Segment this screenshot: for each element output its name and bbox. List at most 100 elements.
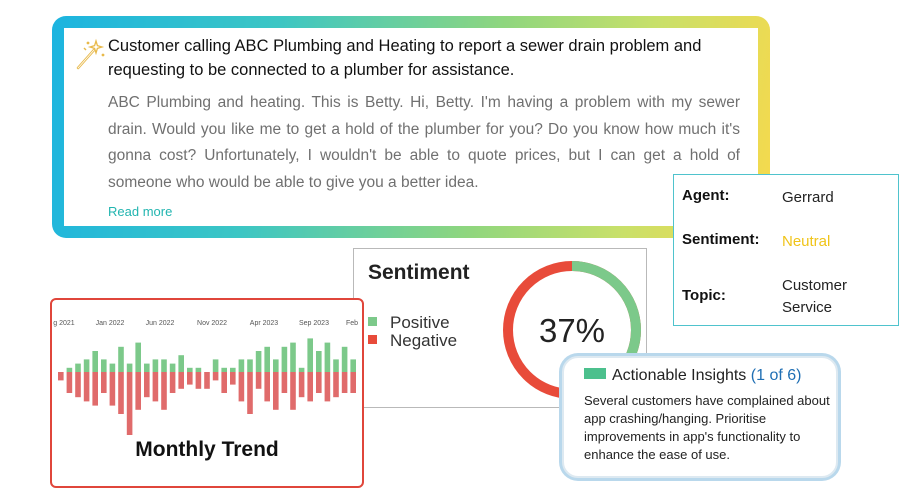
trend-tick-label: Jun 2022: [146, 320, 175, 327]
trend-positive-bar: [221, 367, 227, 372]
trend-negative-bar: [83, 372, 90, 402]
trend-positive-bar: [118, 346, 124, 372]
positive-swatch: [368, 317, 377, 326]
trend-negative-bar: [273, 372, 279, 410]
insights-accent-swatch: [584, 368, 606, 379]
topic-label: Topic:: [682, 287, 726, 304]
sentiment-percent: 37%: [539, 312, 605, 349]
read-more-link[interactable]: Read more: [108, 204, 173, 219]
trend-tick-label: Sep 2023: [299, 320, 329, 327]
trend-positive-bar: [307, 338, 313, 372]
trend-negative-bar: [178, 372, 184, 389]
trend-negative-bar: [101, 372, 107, 393]
trend-negative-bar: [135, 372, 141, 410]
monthly-trend-card: g 2021 Jan 2022 Jun 2022 Nov 2022 Apr 2023 Se…: [50, 298, 364, 488]
trend-positive-bar: [333, 359, 339, 372]
trend-positive-bar: [75, 363, 81, 372]
trend-positive-bar: [255, 351, 262, 372]
trend-tick-label: Jan 2022: [96, 320, 125, 327]
trend-negative-bar: [298, 372, 305, 398]
trend-negative-bar: [221, 372, 227, 393]
trend-negative-bar: [238, 372, 245, 402]
call-transcript-text: ABC Plumbing and heating. This is Betty.…: [108, 94, 740, 191]
trend-positive-bar: [66, 367, 73, 372]
trend-positive-bar: [101, 359, 107, 372]
trend-negative-bar: [126, 372, 133, 435]
trend-negative-bar: [152, 372, 159, 402]
trend-positive-bar: [273, 359, 279, 372]
trend-positive-bar: [264, 346, 270, 372]
trend-negative-bar: [324, 372, 331, 402]
trend-positive-bar: [126, 363, 133, 372]
trend-negative-bar: [230, 372, 236, 385]
trend-negative-bar: [204, 372, 210, 389]
insights-count[interactable]: (1 of 6): [750, 367, 802, 384]
trend-negative-bar: [290, 372, 296, 410]
insights-header: Actionable Insights (1 of 6): [584, 367, 801, 385]
trend-positive-bar: [187, 367, 193, 372]
trend-positive-bar: [247, 359, 253, 372]
trend-tick-label: Nov 2022: [197, 320, 227, 327]
insights-heading: Actionable Insights: [612, 367, 747, 384]
monthly-trend-title: Monthly Trend: [135, 438, 279, 461]
agent-label: Agent:: [682, 187, 730, 204]
trend-tick-label: g 2021: [53, 320, 75, 327]
trend-positive-bar: [169, 363, 176, 372]
topic-value: Customer Service: [782, 277, 848, 316]
trend-positive-bar: [83, 359, 90, 372]
trend-positive-bar: [298, 367, 305, 372]
trend-positive-bar: [281, 346, 288, 372]
sentiment-title: Sentiment: [368, 261, 470, 284]
trend-negative-bar: [307, 372, 313, 402]
legend-negative-label: Negative: [390, 331, 458, 350]
trend-negative-bar: [281, 372, 288, 393]
legend-negative: Negative: [368, 331, 457, 351]
trend-negative-bar: [255, 372, 262, 389]
trend-positive-bar: [238, 359, 245, 372]
trend-negative-bar: [195, 372, 202, 389]
trend-positive-bar: [212, 359, 219, 372]
trend-negative-bar: [92, 372, 98, 406]
call-summary-title: Customer calling ABC Plumbing and Heatin…: [108, 37, 702, 79]
trend-positive-bar: [324, 342, 331, 372]
trend-positive-bar: [350, 359, 356, 372]
trend-positive-bar: [290, 342, 296, 372]
trend-negative-bar: [264, 372, 270, 402]
trend-negative-bar: [144, 372, 150, 398]
trend-positive-bar: [178, 355, 184, 372]
insights-text: Several customers have complained about …: [584, 393, 830, 462]
trend-positive-bar: [135, 342, 141, 372]
legend-positive: Positive: [368, 313, 450, 333]
trend-negative-bar: [66, 372, 73, 393]
trend-negative-bar: [118, 372, 124, 414]
trend-positive-bar: [152, 359, 159, 372]
trend-tick-label: Apr 2023: [250, 320, 279, 327]
trend-negative-bar: [75, 372, 81, 398]
trend-negative-bar: [161, 372, 167, 410]
magic-wand-icon: [76, 38, 105, 70]
agent-details-panel: Agent: Gerrard Sentiment: Neutral Topic:…: [673, 174, 899, 326]
trend-negative-bar: [350, 372, 356, 393]
trend-positive-bar: [92, 351, 98, 372]
trend-negative-bar: [341, 372, 348, 393]
call-summary-content: Customer calling ABC Plumbing and Heatin…: [64, 28, 758, 226]
trend-positive-bar: [109, 363, 116, 372]
actionable-insights-card[interactable]: Actionable Insights (1 of 6) Several cus…: [562, 356, 838, 478]
trend-negative-bar: [247, 372, 253, 414]
trend-negative-bar: [109, 372, 116, 406]
agent-value: Gerrard: [782, 189, 834, 206]
legend-positive-label: Positive: [390, 313, 450, 332]
sentiment-value: Neutral: [782, 233, 831, 250]
trend-positive-bar: [195, 367, 202, 372]
trend-positive-bar: [144, 363, 150, 372]
trend-negative-bar: [169, 372, 176, 393]
trend-positive-bar: [316, 351, 322, 372]
monthly-trend-chart: g 2021 Jan 2022 Jun 2022 Nov 2022 Apr 2023 Se…: [53, 320, 358, 435]
call-summary-card: Customer calling ABC Plumbing and Heatin…: [52, 16, 770, 238]
trend-positive-bar: [230, 367, 236, 372]
trend-negative-bar: [187, 372, 193, 385]
trend-negative-bar: [316, 372, 322, 393]
trend-positive-bar: [341, 346, 348, 372]
trend-negative-bar: [333, 372, 339, 398]
sentiment-label: Sentiment:: [682, 231, 760, 248]
